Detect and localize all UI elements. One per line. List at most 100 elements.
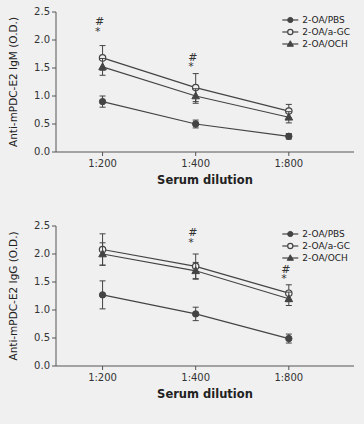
x-tick xyxy=(288,366,289,370)
legend-label: 2-OA/PBS xyxy=(302,15,345,25)
marker xyxy=(288,231,293,236)
error-bar xyxy=(100,46,106,71)
error-bar-cap xyxy=(286,343,292,344)
error-bar xyxy=(286,134,292,140)
y-tick xyxy=(52,226,56,227)
page: {"chart_data": [ {"type": "line", "x_lab… xyxy=(0,0,364,424)
error-bar-cap xyxy=(193,254,199,255)
x-tick xyxy=(195,152,196,156)
x-axis-line xyxy=(56,366,354,367)
y-axis-label: Anti-mPDC-E2 IgG (O.D.) xyxy=(7,231,19,360)
error-bar-cap xyxy=(286,292,292,293)
error-bar xyxy=(100,281,106,309)
error-bar-cap xyxy=(100,58,106,59)
background xyxy=(0,0,364,424)
error-bar-cap xyxy=(286,104,292,105)
marker xyxy=(287,41,293,47)
y-tick-label: 0.0 xyxy=(34,146,50,157)
chart-figure: 0.0 0.5 1.0 1.5 2.0 2.5 1:200 1:400 1:800 Serum d… xyxy=(0,0,364,424)
y-tick-label: 0.5 xyxy=(34,118,50,129)
y-tick-label: 0.0 xyxy=(34,360,50,371)
y-tick-label: 2.0 xyxy=(34,34,50,45)
error-bar-cap xyxy=(100,45,106,46)
y-tick-label: 0.5 xyxy=(34,332,50,343)
x-tick xyxy=(102,366,103,370)
x-tick xyxy=(102,152,103,156)
error-bar xyxy=(193,254,199,279)
error-bar xyxy=(100,96,106,107)
annotation: * xyxy=(281,272,287,285)
marker xyxy=(192,311,198,317)
marker xyxy=(285,113,293,120)
x-tick-label: 1:800 xyxy=(274,372,303,383)
error-bar xyxy=(193,120,199,128)
error-bar-cap xyxy=(286,111,292,112)
x-axis-label: Serum dilution xyxy=(157,387,253,401)
x-tick-label: 1:800 xyxy=(274,158,303,169)
x-tick-label: 1:200 xyxy=(88,158,117,169)
legend-label: 2-OA/a-GC xyxy=(302,27,350,37)
error-bar-cap xyxy=(100,233,106,234)
y-tick xyxy=(52,366,56,367)
y-tick xyxy=(52,282,56,283)
error-bar xyxy=(286,112,292,123)
error-bar xyxy=(100,234,106,265)
series-line xyxy=(103,295,289,339)
y-axis-line xyxy=(56,12,57,152)
marker xyxy=(287,255,293,261)
error-bar-cap xyxy=(286,334,292,335)
x-axis-line xyxy=(56,152,354,153)
x-axis-label: Serum dilution xyxy=(157,173,253,187)
series-line xyxy=(103,58,289,111)
y-tick xyxy=(52,152,56,153)
annotation: * xyxy=(95,25,101,38)
error-bar xyxy=(286,334,292,343)
y-tick-label: 1.5 xyxy=(34,62,50,73)
legend-label: 2-OA/OCH xyxy=(302,39,347,49)
legend-label: 2-OA/OCH xyxy=(302,253,347,263)
marker xyxy=(99,292,105,298)
y-tick-label: 1.0 xyxy=(34,304,50,315)
marker xyxy=(99,98,105,104)
error-bar-cap xyxy=(100,265,106,266)
marker xyxy=(288,17,293,22)
y-tick xyxy=(52,12,56,13)
marker xyxy=(99,250,107,257)
error-bar xyxy=(100,58,106,75)
y-tick xyxy=(52,310,56,311)
y-tick-label: 2.5 xyxy=(34,220,50,231)
marker xyxy=(99,63,107,70)
error-bar-cap xyxy=(193,279,199,280)
y-tick xyxy=(52,124,56,125)
marker xyxy=(192,92,200,99)
error-bar xyxy=(100,243,106,265)
plot-area xyxy=(99,46,293,140)
x-tick xyxy=(195,366,196,370)
x-tick-label: 1:400 xyxy=(181,158,210,169)
error-bar-cap xyxy=(100,265,106,266)
error-bar-cap xyxy=(100,96,106,97)
marker xyxy=(288,29,293,34)
error-bar-cap xyxy=(100,107,106,108)
y-tick-label: 2.0 xyxy=(34,248,50,259)
y-tick xyxy=(52,338,56,339)
legend-label: 2-OA/PBS xyxy=(302,229,345,239)
error-bar-cap xyxy=(193,73,199,74)
error-bar-cap xyxy=(193,320,199,321)
error-bar-cap xyxy=(100,242,106,243)
y-tick-label: 2.5 xyxy=(34,6,50,17)
error-bar xyxy=(193,74,199,102)
error-bar xyxy=(193,89,199,104)
legend: 2-OA/PBS 2-OA/a-GC 2-OA/OCH xyxy=(282,15,350,49)
error-bar-cap xyxy=(100,308,106,309)
error-bar-cap xyxy=(193,307,199,308)
y-axis-label: Anti-mPDC-E2 IgM (O.D.) xyxy=(7,17,19,147)
error-bar-cap xyxy=(286,122,292,123)
error-bar-cap xyxy=(100,280,106,281)
y-tick xyxy=(52,40,56,41)
series-line xyxy=(103,250,289,294)
legend: 2-OA/PBS2-OA/a-GC2-OA/OCH xyxy=(282,229,350,263)
marker xyxy=(286,133,292,139)
y-tick-label: 1.5 xyxy=(34,276,50,287)
y-tick xyxy=(52,68,56,69)
